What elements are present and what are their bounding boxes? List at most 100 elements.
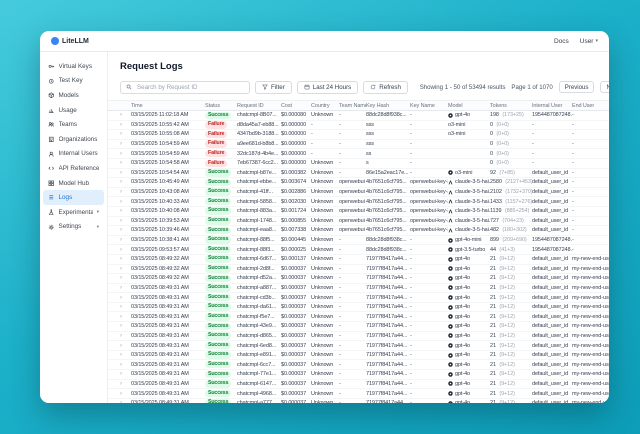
row-expand-chevron-icon[interactable]: › [120, 227, 122, 234]
table-row[interactable]: › 03/15/2025 08:49:31 AM Success chatcmpl-4… [108, 389, 609, 399]
table-row[interactable]: › 03/15/2025 08:49:31 AM Success chatcmpl-6… [108, 380, 609, 390]
sidebar-item-settings[interactable]: Settings ▾ [43, 220, 104, 235]
table-row[interactable]: › 03/15/2025 08:49:31 AM Success chatcmpl-c… [108, 293, 609, 303]
cell-expand[interactable]: › [120, 122, 131, 128]
row-expand-chevron-icon[interactable]: › [120, 131, 122, 138]
sidebar-item-api-reference[interactable]: API Reference [43, 161, 104, 176]
row-expand-chevron-icon[interactable]: › [120, 198, 122, 205]
row-expand-chevron-icon[interactable]: › [120, 275, 122, 282]
table-row[interactable]: › 03/15/2025 08:49:31 AM Success chatcmpl-f… [108, 312, 609, 323]
sidebar-item-virtual-keys[interactable]: Virtual Keys [43, 59, 104, 74]
cell-expand[interactable]: › [120, 199, 131, 205]
row-expand-chevron-icon[interactable]: › [120, 237, 122, 244]
table-row[interactable]: › 03/15/2025 10:54:59 AM Failure 32dc187d-4… [108, 149, 609, 159]
row-expand-chevron-icon[interactable]: › [120, 400, 122, 403]
time-range-button[interactable]: Last 24 Hours [296, 80, 359, 94]
table-row[interactable]: › 03/15/2025 10:54:58 AM Failure 7eb67387-6… [108, 159, 609, 169]
cell-expand[interactable]: › [120, 208, 131, 214]
row-expand-chevron-icon[interactable]: › [120, 332, 122, 339]
table-row[interactable]: ›03/15/2025 08:49:31 AMSuccesschatcmpl-a… [108, 399, 609, 403]
cell-expand[interactable]: › [120, 189, 131, 195]
row-expand-chevron-icon[interactable]: › [120, 169, 122, 176]
previous-page-button[interactable]: Previous [558, 81, 595, 93]
cell-expand[interactable]: › [120, 391, 131, 397]
cell-expand[interactable]: › [120, 285, 131, 291]
cell-expand[interactable]: › [120, 352, 131, 358]
row-expand-chevron-icon[interactable]: › [120, 217, 122, 224]
table-row[interactable]: › 03/15/2025 10:54:54 AM Success chatcmpl-b… [108, 169, 609, 179]
table-row[interactable]: › 03/15/2025 08:49:32 AM Success chatcmpl-d… [108, 274, 609, 284]
cell-expand[interactable]: › [120, 381, 131, 387]
table-row[interactable]: › 03/15/2025 10:39:46 AM Success chatcmpl-e… [108, 226, 609, 236]
table-row[interactable]: › 03/15/2025 08:49:31 AM Success chatcmpl-6… [108, 360, 609, 371]
table-row[interactable]: › 03/15/2025 08:49:32 AM Success chatcmpl-2… [108, 265, 609, 275]
row-expand-chevron-icon[interactable]: › [120, 371, 122, 378]
cell-expand[interactable]: › [120, 141, 131, 147]
filter-button[interactable]: Filter [255, 80, 292, 94]
search-input[interactable] [135, 82, 244, 92]
cell-expand[interactable]: › [120, 371, 131, 377]
cell-expand[interactable]: › [120, 179, 131, 185]
cell-expand[interactable]: › [120, 314, 131, 320]
table-row[interactable]: › 03/15/2025 10:38:41 AM Success chatcmpl-8… [108, 236, 609, 246]
sidebar-item-logs[interactable]: Logs [43, 190, 104, 205]
row-expand-chevron-icon[interactable]: › [120, 208, 122, 215]
row-expand-chevron-icon[interactable]: › [120, 361, 122, 368]
row-expand-chevron-icon[interactable]: › [120, 256, 122, 263]
sidebar-item-usage[interactable]: Usage [43, 103, 104, 118]
table-row[interactable]: › 03/15/2025 10:43:08 AM Success chatcmpl-4… [108, 188, 609, 198]
row-expand-chevron-icon[interactable]: › [120, 246, 122, 253]
cell-expand[interactable]: › [120, 304, 131, 310]
table-row[interactable]: › 03/15/2025 10:55:08 AM Failure 4347bd9b-3… [108, 130, 609, 140]
row-expand-chevron-icon[interactable]: › [120, 179, 122, 186]
row-expand-chevron-icon[interactable]: › [120, 342, 122, 349]
table-row[interactable]: › 03/15/2025 10:55:42 AM Failure d8da45a7-e… [108, 121, 609, 131]
table-row[interactable]: › 03/15/2025 08:49:31 AM Success chatcmpl-e… [108, 351, 609, 361]
cell-expand[interactable]: › [120, 131, 131, 137]
user-menu[interactable]: User ▾ [580, 38, 598, 45]
table-row[interactable]: › 03/15/2025 08:49:31 AM Success chatcmpl-d… [108, 303, 609, 313]
table-row[interactable]: › 03/15/2025 08:49:31 AM Success chatcmpl-7… [108, 370, 609, 380]
row-expand-chevron-icon[interactable]: › [120, 112, 122, 119]
cell-expand[interactable]: › [120, 218, 131, 224]
table-row[interactable]: › 03/15/2025 08:49:31 AM Success chatcmpl-d… [108, 332, 609, 342]
table-row[interactable]: › 03/15/2025 10:54:59 AM Failure a9ee681d-b… [108, 140, 609, 150]
refresh-button[interactable]: Refresh [363, 80, 408, 94]
table-row[interactable]: › 03/15/2025 10:40:08 AM Success chatcmpl-8… [108, 207, 609, 217]
table-row[interactable]: › 03/15/2025 09:53:57 AM Success chatcmpl-8… [108, 245, 609, 255]
row-expand-chevron-icon[interactable]: › [120, 380, 122, 387]
sidebar-item-internal-users[interactable]: Internal Users [43, 147, 104, 162]
cell-expand[interactable]: › [120, 295, 131, 301]
cell-expand[interactable]: › [120, 112, 131, 118]
cell-expand[interactable]: › [120, 170, 131, 176]
table-row[interactable]: › 03/15/2025 08:49:32 AM Success chatcmpl-6… [108, 255, 609, 265]
sidebar-item-test-key[interactable]: Test Key [43, 74, 104, 89]
cell-expand[interactable]: › [120, 323, 131, 329]
next-page-button[interactable]: Next [600, 81, 609, 93]
sidebar-item-model-hub[interactable]: Model Hub [43, 176, 104, 191]
table-row[interactable]: › 03/15/2025 10:40:33 AM Success chatcmpl-5… [108, 197, 609, 207]
cell-expand[interactable]: › [120, 266, 131, 272]
cell-expand[interactable]: › [120, 256, 131, 262]
cell-expand[interactable]: › [120, 227, 131, 233]
row-expand-chevron-icon[interactable]: › [120, 160, 122, 167]
row-expand-chevron-icon[interactable]: › [120, 313, 122, 320]
cell-expand[interactable]: › [120, 160, 131, 166]
row-expand-chevron-icon[interactable]: › [120, 390, 122, 397]
row-expand-chevron-icon[interactable]: › [120, 265, 122, 272]
sidebar-item-teams[interactable]: Teams [43, 117, 104, 132]
sidebar-item-organizations[interactable]: Organizations [43, 132, 104, 147]
cell-expand[interactable]: › [120, 362, 131, 368]
row-expand-chevron-icon[interactable]: › [120, 294, 122, 301]
table-row[interactable]: › 03/15/2025 08:49:31 AM Success chatcmpl-6… [108, 341, 609, 351]
row-expand-chevron-icon[interactable]: › [120, 141, 122, 148]
cell-expand[interactable]: › [120, 333, 131, 339]
sidebar-item-models[interactable]: Models [43, 88, 104, 103]
row-expand-chevron-icon[interactable]: › [120, 323, 122, 330]
docs-link[interactable]: Docs [553, 37, 569, 45]
cell-expand[interactable]: › [120, 237, 131, 243]
row-expand-chevron-icon[interactable]: › [120, 304, 122, 311]
table-row[interactable]: › 03/15/2025 10:45:49 AM Success chatcmpl-e… [108, 178, 609, 188]
table-row[interactable]: › 03/15/2025 08:49:31 AM Success chatcmpl-4… [108, 322, 609, 332]
